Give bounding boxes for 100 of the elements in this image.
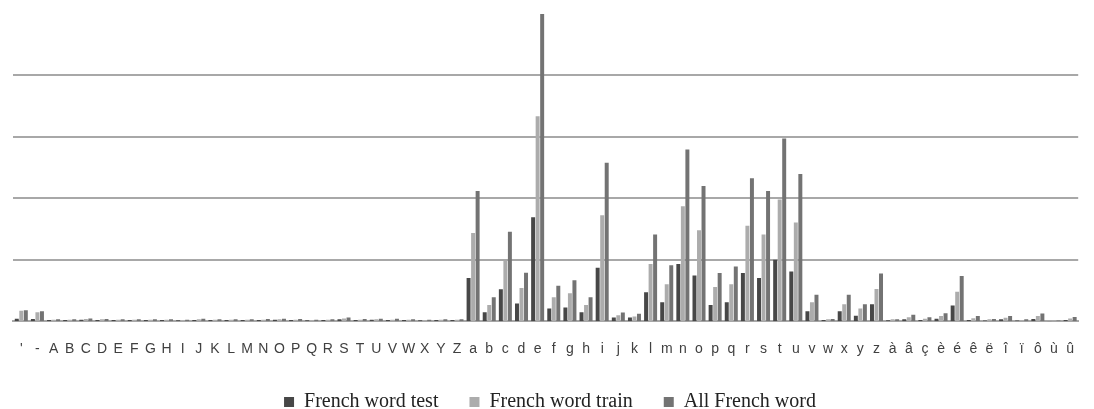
bar <box>708 304 713 322</box>
x-tick-label: H <box>161 340 172 357</box>
x-tick-label: p <box>711 340 720 357</box>
x-tick-label: à <box>888 340 897 357</box>
bar <box>837 311 842 322</box>
bar <box>595 267 600 322</box>
x-tick-label: A <box>48 340 59 357</box>
x-tick-label: Q <box>306 340 318 357</box>
x-tick-label: x <box>840 340 848 357</box>
bar <box>39 311 44 322</box>
x-tick-label: P <box>290 340 301 357</box>
x-tick-label: I <box>180 340 185 357</box>
x-tick-label: K <box>210 340 221 357</box>
bar <box>814 294 819 322</box>
bar <box>701 186 706 322</box>
x-tick-label: ù <box>1050 340 1058 357</box>
x-tick-label: c <box>501 340 509 357</box>
x-tick-label: u <box>791 340 800 357</box>
x-tick-label: o <box>695 340 704 357</box>
x-tick-label: T <box>355 340 365 357</box>
bar <box>475 190 480 322</box>
bar <box>733 266 738 322</box>
bar <box>798 174 803 322</box>
x-tick-label: û <box>1066 340 1075 357</box>
bar <box>547 308 552 322</box>
x-tick-label: q <box>727 340 736 357</box>
x-tick-label: S <box>339 340 349 357</box>
x-tick-label: y <box>856 340 864 357</box>
bar <box>644 292 649 322</box>
bar <box>911 314 916 322</box>
bar <box>773 259 778 322</box>
bar <box>789 271 794 322</box>
bar <box>692 275 697 322</box>
bar <box>927 317 932 322</box>
x-tick-label: l <box>649 340 653 357</box>
x-tick-label: ê <box>969 340 978 357</box>
x-tick-label: g <box>566 340 574 357</box>
bar <box>660 302 665 322</box>
x-tick-label: t <box>777 340 782 357</box>
x-tick-label: m <box>660 340 673 357</box>
bar <box>676 264 681 322</box>
x-tick-label: b <box>485 340 494 357</box>
x-tick-label: n <box>678 340 687 357</box>
bar <box>482 312 487 322</box>
legend-label: French word test <box>304 389 439 409</box>
bar <box>749 178 754 322</box>
x-tick-label: î <box>1002 340 1009 357</box>
x-tick-label: L <box>227 340 236 357</box>
bar <box>669 265 674 322</box>
x-tick-label: â <box>904 340 913 357</box>
bar <box>943 313 948 322</box>
bar <box>782 138 787 322</box>
bar <box>515 303 519 322</box>
x-tick-label: D <box>96 340 108 357</box>
bar <box>1040 313 1045 322</box>
x-tick-label: ô <box>1033 340 1042 357</box>
x-tick-label: è <box>937 340 946 357</box>
x-tick-label: X <box>420 340 431 357</box>
x-tick-label: V <box>387 340 398 357</box>
bar <box>766 190 771 322</box>
x-tick-label: i <box>600 340 604 357</box>
x-tick-label: ë <box>985 340 994 357</box>
x-tick-label: a <box>469 340 478 357</box>
x-tick-label: f <box>551 340 556 357</box>
bar <box>853 315 858 322</box>
x-tick-label: w <box>822 340 835 357</box>
x-tick-label: W <box>401 340 416 357</box>
bar <box>869 304 874 322</box>
x-tick-label: d <box>517 340 526 357</box>
bar <box>757 277 762 322</box>
bar <box>805 311 810 322</box>
x-tick-label: U <box>371 340 382 357</box>
bar <box>524 272 529 322</box>
bar <box>717 272 722 322</box>
bar <box>588 297 593 322</box>
bar <box>846 294 851 322</box>
x-tick-label: s <box>760 340 768 357</box>
bar <box>740 272 745 322</box>
x-tick-label: ' <box>19 340 23 357</box>
x-tick-label: v <box>808 340 816 357</box>
bar <box>685 149 690 322</box>
x-tick-label: R <box>322 340 333 357</box>
x-tick-label: r <box>745 340 751 357</box>
bar <box>724 302 729 322</box>
x-tick-label: O <box>274 340 286 357</box>
bar <box>959 276 964 322</box>
bar <box>498 289 503 322</box>
bar <box>491 297 496 322</box>
bar <box>507 231 512 322</box>
bar <box>540 14 545 322</box>
x-tick-label: G <box>144 340 156 357</box>
x-tick-label: E <box>113 340 123 357</box>
bar <box>653 234 658 322</box>
x-tick-label: e <box>533 340 542 357</box>
bar <box>620 312 625 322</box>
x-tick-label: M <box>241 340 254 357</box>
bar <box>1072 316 1077 322</box>
x-tick-label: N <box>258 340 269 357</box>
bar <box>950 305 955 322</box>
bar <box>636 313 641 322</box>
